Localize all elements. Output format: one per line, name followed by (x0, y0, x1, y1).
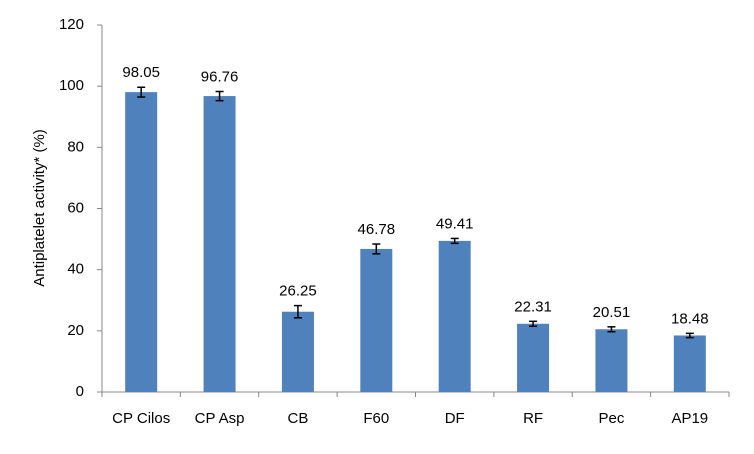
y-tick-label: 100 (59, 77, 84, 94)
error-bar (450, 237, 459, 245)
data-label: 98.05 (122, 64, 160, 81)
error-bar (529, 320, 538, 327)
y-tick-label: 80 (67, 138, 84, 155)
bar (203, 96, 236, 392)
x-tick-label: DF (445, 410, 465, 427)
bar (360, 248, 393, 392)
error-bar (137, 86, 146, 98)
data-label: 96.76 (201, 68, 239, 85)
data-label: 46.78 (358, 221, 396, 238)
bar (125, 92, 158, 392)
x-tick-label: CP Cilos (112, 410, 170, 427)
error-bar (215, 90, 224, 102)
bar (595, 329, 628, 392)
data-label: 49.41 (436, 215, 474, 232)
data-label: 18.48 (671, 310, 709, 327)
bar (281, 311, 314, 392)
y-tick-label: 0 (76, 383, 84, 400)
x-tick-label: Pec (599, 410, 625, 427)
y-tick-label: 120 (59, 16, 84, 33)
x-tick-label: CB (288, 410, 309, 427)
x-tick-label: F60 (363, 410, 389, 427)
y-axis-label: Antiplatelet activity* (%) (31, 129, 48, 287)
error-bar (293, 304, 302, 319)
data-label: 20.51 (593, 304, 631, 321)
data-label: 26.25 (279, 283, 317, 300)
x-tick-label: CP Asp (195, 410, 245, 427)
y-tick-label: 40 (67, 261, 84, 278)
bar (438, 240, 471, 392)
error-bar (372, 243, 381, 255)
data-label: 22.31 (514, 298, 552, 315)
bar (517, 323, 550, 392)
bar (673, 335, 706, 392)
y-tick-label: 60 (67, 199, 84, 216)
error-bar (607, 326, 616, 333)
y-tick-label: 20 (67, 322, 84, 339)
x-tick-label: RF (523, 410, 543, 427)
error-bar (685, 332, 694, 339)
x-tick-label: AP19 (671, 410, 708, 427)
